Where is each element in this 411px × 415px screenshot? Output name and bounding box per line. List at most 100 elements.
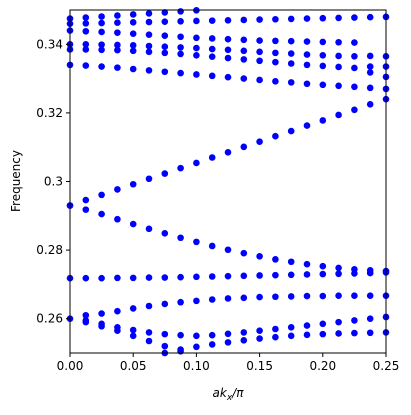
data-point (287, 37, 295, 45)
data-point (161, 330, 169, 338)
x-tick-label: 0.05 (120, 359, 147, 373)
x-label-main: ak (213, 386, 228, 400)
data-point (272, 78, 279, 85)
data-point (193, 273, 200, 281)
data-point (224, 35, 232, 43)
data-point (82, 274, 90, 282)
data-point (240, 36, 248, 44)
data-point (272, 256, 279, 263)
data-point (366, 63, 374, 70)
data-point (351, 83, 358, 91)
data-point (193, 332, 200, 340)
data-point (114, 186, 121, 193)
data-point (319, 270, 327, 278)
data-point (208, 242, 216, 250)
data-point (224, 73, 232, 81)
data-point (335, 264, 342, 272)
data-point (114, 19, 121, 26)
data-point (129, 47, 137, 55)
data-point (193, 343, 200, 351)
data-point (287, 332, 295, 340)
data-point (82, 62, 90, 69)
data-point (177, 234, 184, 242)
data-point (193, 51, 200, 59)
data-point (224, 339, 232, 346)
data-point (129, 220, 137, 228)
data-point (161, 68, 169, 76)
data-point (161, 274, 169, 281)
data-point (240, 47, 248, 55)
data-point (240, 337, 248, 344)
data-point (177, 164, 184, 172)
data-point (256, 272, 263, 279)
data-point (145, 31, 153, 38)
data-point (287, 15, 295, 23)
data-point (145, 18, 153, 26)
y-tick-label: 0.34 (36, 37, 63, 51)
data-point (256, 76, 263, 84)
data-point (319, 292, 327, 300)
data-point (177, 33, 184, 41)
data-point (98, 274, 105, 282)
y-axis-label: Frequency (9, 150, 23, 212)
data-point (177, 8, 184, 15)
y-tick-label: 0.26 (36, 312, 63, 326)
data-point (193, 71, 200, 78)
data-point (208, 331, 216, 339)
data-point (145, 274, 153, 281)
data-point (161, 43, 169, 51)
data-point (256, 327, 263, 335)
data-point (82, 311, 90, 319)
data-point (319, 262, 327, 270)
data-point (114, 64, 121, 71)
data-point (129, 274, 137, 282)
data-point (129, 42, 137, 49)
data-point (256, 57, 263, 65)
data-point (335, 270, 342, 278)
data-point (129, 19, 137, 26)
data-point (177, 50, 184, 58)
data-point (129, 30, 137, 37)
data-point (177, 18, 184, 25)
data-point (208, 72, 216, 80)
data-point (351, 329, 358, 337)
data-point (145, 302, 153, 310)
data-point (366, 52, 374, 60)
data-point (351, 39, 358, 46)
data-point (208, 35, 216, 42)
data-point (319, 62, 327, 70)
data-point (272, 293, 279, 301)
data-point (224, 54, 232, 62)
data-point (287, 50, 295, 57)
data-point (208, 273, 216, 280)
data-point (240, 329, 248, 336)
data-point (129, 326, 137, 334)
y-tick-label: 0.3 (44, 175, 63, 189)
data-point (98, 63, 105, 70)
data-point (114, 323, 121, 331)
data-point (129, 65, 137, 73)
data-point (145, 329, 153, 336)
data-point (335, 38, 342, 46)
data-point (272, 15, 279, 23)
data-point (114, 12, 121, 19)
data-point (98, 310, 105, 317)
data-point (193, 17, 200, 25)
data-point (351, 292, 358, 300)
data-point (303, 80, 311, 88)
data-point (98, 320, 105, 328)
x-label-sub: x (226, 393, 233, 403)
data-point (161, 342, 169, 350)
data-point (240, 249, 248, 257)
data-point (319, 14, 327, 22)
data-point (287, 60, 295, 67)
data-point (319, 330, 327, 338)
data-point (82, 196, 90, 204)
data-point (366, 269, 374, 277)
data-point (208, 45, 216, 53)
data-point (129, 332, 137, 340)
data-point (82, 27, 90, 35)
data-point (303, 51, 311, 58)
data-point (161, 18, 169, 25)
